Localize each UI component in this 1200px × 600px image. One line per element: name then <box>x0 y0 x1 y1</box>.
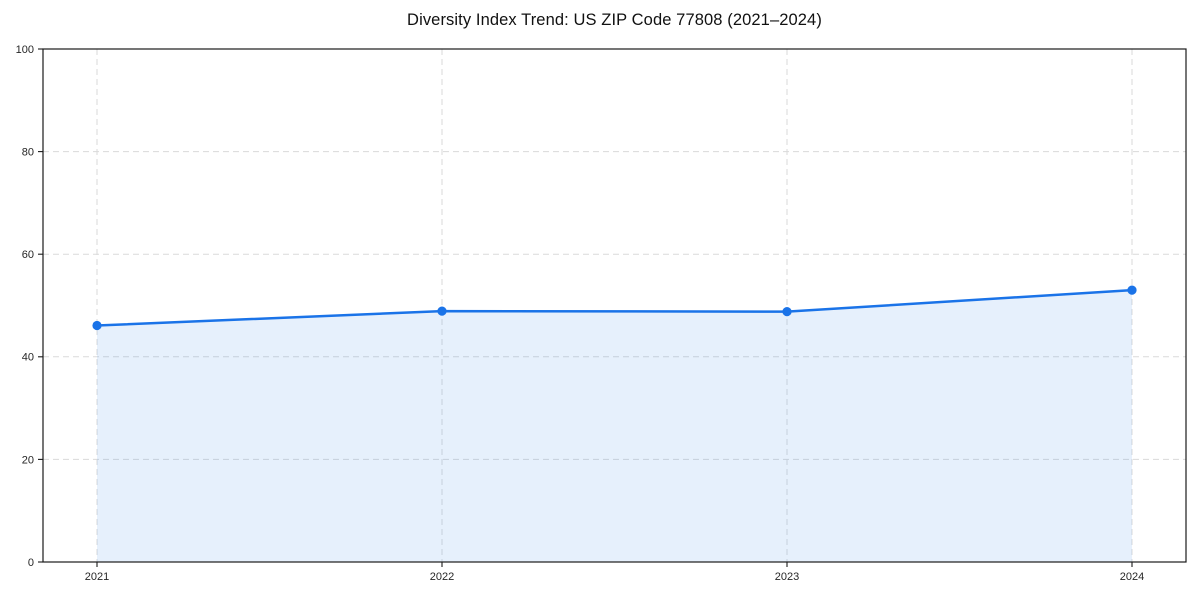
x-tick-label: 2024 <box>1120 571 1144 583</box>
data-point-2021 <box>92 320 102 331</box>
trend-line <box>95 288 1134 327</box>
y-tick-label: 100 <box>16 44 34 56</box>
plot-box <box>42 48 1187 563</box>
y-tick-label: 60 <box>22 249 34 261</box>
x-tick-label: 2022 <box>430 571 454 583</box>
data-point-2024 <box>1127 285 1137 295</box>
area-fill <box>97 290 1132 562</box>
y-tick-label: 80 <box>22 146 34 158</box>
y-tick-label: 0 <box>28 557 34 569</box>
x-tick-label: 2021 <box>85 571 109 583</box>
data-point-2023 <box>782 307 792 317</box>
data-point-2022 <box>437 306 447 316</box>
y-tick-label: 40 <box>22 352 34 364</box>
y-tick-label: 20 <box>22 454 34 466</box>
x-tick-label: 2023 <box>775 571 799 583</box>
chart-title: Diversity Index Trend: US ZIP Code 77808… <box>407 11 822 29</box>
